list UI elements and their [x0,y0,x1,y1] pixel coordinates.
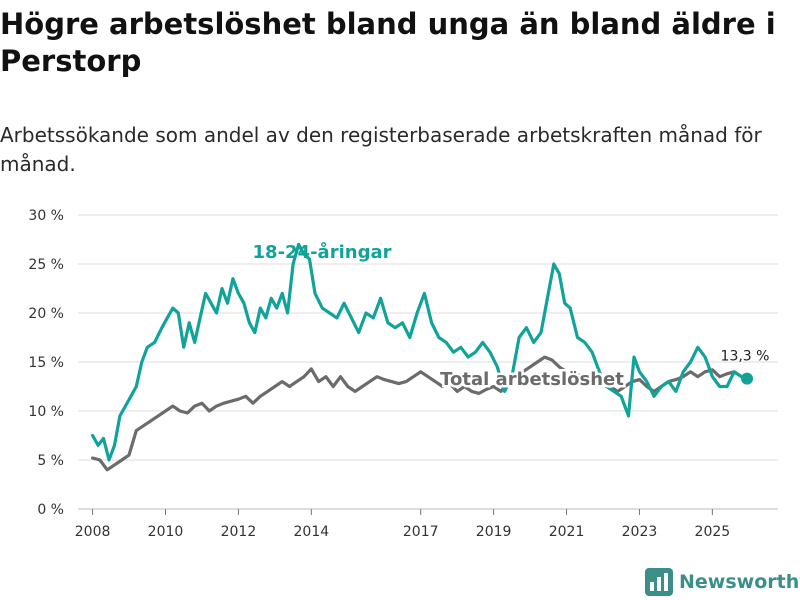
y-tick-label: 5 % [37,453,64,469]
y-tick-label: 30 % [28,208,64,224]
series-line-total [91,355,749,472]
y-tick-label: 25 % [28,257,64,273]
y-tick-label: 10 % [28,404,64,420]
x-tick-label: 2014 [294,524,330,540]
y-tick-label: 15 % [28,355,64,371]
y-tick-label: 0 % [37,502,64,518]
end-value-label: 13,3 % [721,349,770,365]
x-tick-label: 2008 [75,524,111,540]
grid-lines [78,214,778,510]
y-axis-tick-labels: 0 % 5 % 10 % 15 % 20 % 25 % 30 % [28,208,64,518]
x-tick-label: 2019 [476,524,512,540]
end-point-marker [741,372,754,385]
newsworthy-logo[interactable]: Newsworthy [645,568,800,596]
x-tick-label: 2021 [549,524,585,540]
series-line-youth [91,242,749,462]
chart-title: Högre arbetslöshet bland unga än bland ä… [0,7,776,78]
bar-chart-icon [645,568,673,596]
brand-name: Newsworthy [679,571,800,593]
chart-subtitle: Arbetssökande som andel av den registerb… [0,123,762,176]
x-tick-label: 2017 [403,524,439,540]
series-labels: 13,3 % 18-24-åringar Total arbetslöshet [253,241,770,393]
x-tick-label: 2025 [695,524,731,540]
series-label-youth: 18-24-åringar [253,241,392,263]
x-axis: 2008 2010 2012 2014 2017 2019 2021 2023 2025 [75,509,730,540]
y-tick-label: 20 % [28,306,64,322]
x-tick-label: 2010 [148,524,184,540]
x-tick-label: 2023 [622,524,658,540]
series-label-total: Total arbetslöshet [440,369,624,390]
x-tick-label: 2012 [221,524,257,540]
series-lines [91,242,754,472]
